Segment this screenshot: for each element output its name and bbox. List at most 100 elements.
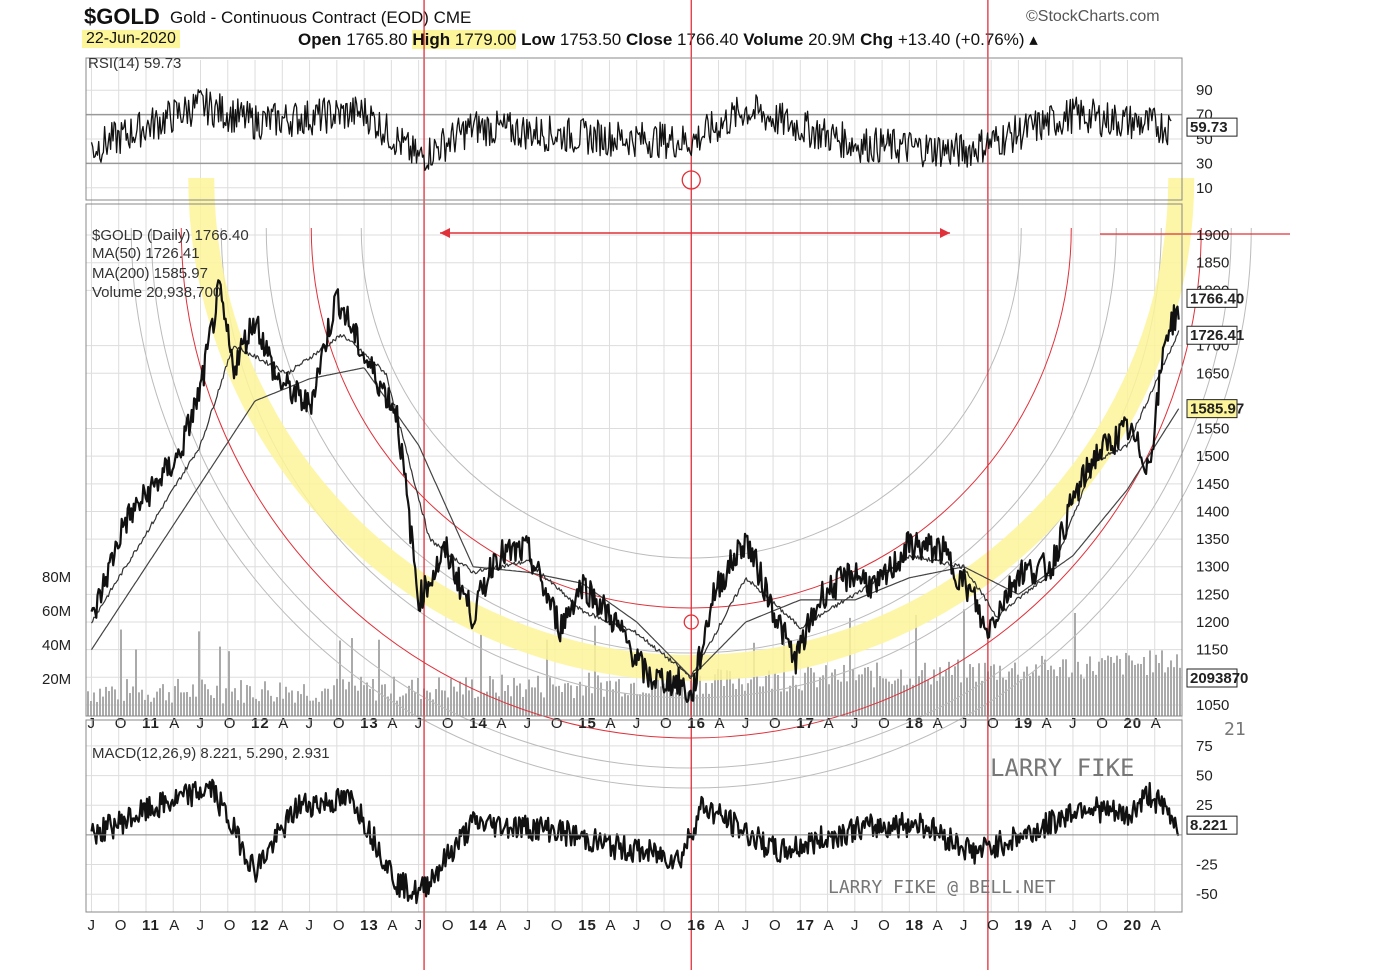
y-tick-label: -25: [1196, 857, 1218, 874]
x-tick-label: O: [551, 917, 564, 934]
x-tick-label: 11: [142, 917, 160, 934]
x-tick-label: A: [824, 917, 835, 934]
x-tick-label: A: [496, 917, 507, 934]
x-tick-label: 15: [578, 917, 597, 934]
y-tick-label: 90: [1196, 82, 1213, 99]
x-tick-label: A: [387, 715, 398, 732]
x-tick-label: A: [1151, 917, 1162, 934]
x-tick-label: O: [442, 715, 455, 732]
x-tick-label: 16: [687, 715, 706, 732]
x-tick-label: J: [960, 917, 969, 934]
grid: [86, 60, 1183, 912]
y-tick-label: 1500: [1196, 448, 1229, 465]
x-tick-label: O: [660, 917, 673, 934]
x-tick-label: A: [1042, 715, 1053, 732]
y-tick-label: 1050: [1196, 697, 1229, 714]
x-tick-label: A: [496, 715, 507, 732]
y-tick-label: 50: [1196, 768, 1213, 785]
x-tick-label: J: [1069, 715, 1078, 732]
email-annotation: LARRY FIKE @ BELL.NET: [828, 877, 1056, 898]
ma200-value-tag: 1585.97: [1190, 401, 1244, 418]
x-axis-labels: J O 11 A J O 12 A J O 13 A J O 14 A J O 15 A J O 16 A J O 17 A J O 18 A…: [87, 715, 1162, 934]
x-tick-label: J: [197, 715, 206, 732]
y-tick-label: 1400: [1196, 503, 1229, 520]
x-tick-label: 14: [469, 715, 488, 732]
x-tick-label: A: [169, 715, 180, 732]
close-value-tag-box: [1186, 288, 1238, 308]
x-tick-label: O: [224, 715, 237, 732]
date-label: 22-Jun-2020: [82, 30, 180, 48]
rsi-value-tag: 59.73: [1190, 119, 1228, 136]
x-tick-label: J: [960, 715, 969, 732]
x-tick-label: A: [933, 715, 944, 732]
x-tick-label: J: [633, 917, 642, 934]
price-legend: $GOLD (Daily) 1766.40: [92, 227, 249, 244]
mark-21-annotation: 21: [1224, 719, 1246, 740]
x-tick-label: 13: [360, 917, 379, 934]
x-tick-label: O: [660, 715, 673, 732]
x-tick-label: O: [115, 917, 128, 934]
ma50-value-tag: 1726.41: [1190, 327, 1244, 344]
x-tick-label: O: [878, 715, 891, 732]
x-tick-label: A: [1151, 715, 1162, 732]
panel-frame: [85, 203, 1183, 717]
arc-overlay: [131, 0, 1290, 970]
x-tick-label: 19: [1014, 715, 1033, 732]
price-line: [90, 279, 1180, 704]
x-tick-label: O: [442, 917, 455, 934]
x-tick-label: J: [742, 917, 751, 934]
value-tags: 59.73 1766.40 1726.41 1585.97 2093870 8.221: [1186, 117, 1248, 835]
x-tick-label: J: [851, 917, 860, 934]
open-value: 1765.80: [346, 30, 408, 49]
y-tick-label: 1650: [1196, 365, 1229, 382]
x-tick-label: J: [524, 917, 533, 934]
x-tick-label: J: [306, 917, 315, 934]
x-tick-label: A: [278, 715, 289, 732]
macd-value-tag-box: [1186, 815, 1238, 835]
ma50-value-tag-box: [1186, 325, 1238, 345]
x-tick-label: J: [415, 917, 424, 934]
x-tick-label: A: [715, 715, 726, 732]
volume-tick-label: 80M: [42, 569, 71, 586]
panel-frame: [85, 57, 1183, 201]
price-pivot-circle: [683, 614, 699, 630]
close-value: 1766.40: [677, 30, 739, 49]
x-tick-label: O: [878, 917, 891, 934]
x-tick-label: O: [333, 715, 346, 732]
chg-label: Chg: [860, 30, 894, 49]
arrowhead-left-red: [440, 228, 450, 238]
x-tick-label: J: [415, 715, 424, 732]
close-value-tag: 1766.40: [1190, 290, 1244, 307]
y-tick-label: 1250: [1196, 586, 1229, 603]
x-tick-label: O: [987, 917, 1000, 934]
y-tick-label: 1350: [1196, 531, 1229, 548]
x-tick-label: J: [87, 917, 96, 934]
x-tick-label: A: [1042, 917, 1053, 934]
x-tick-label: O: [551, 715, 564, 732]
series-lines: [86, 88, 1182, 905]
volume-tick-label: 60M: [42, 603, 71, 620]
y-tick-label: 1900: [1196, 227, 1229, 244]
x-tick-label: 18: [905, 917, 924, 934]
ma50-legend: MA(50) 1726.41: [92, 245, 200, 262]
x-tick-label: A: [605, 917, 616, 934]
x-tick-label: O: [1096, 715, 1109, 732]
x-tick-label: 20: [1123, 917, 1142, 934]
volume-label: Volume: [743, 30, 804, 49]
ma200-legend: MA(200) 1585.97: [92, 265, 208, 282]
author-annotation: LARRY FIKE: [990, 754, 1135, 782]
rsi-line: [90, 88, 1172, 172]
y-tick-label: 1450: [1196, 476, 1229, 493]
symbol-title: $GOLD: [84, 4, 160, 29]
x-tick-label: O: [224, 917, 237, 934]
volume-legend: Volume 20,938,700: [92, 284, 221, 301]
y-tick-label: 1850: [1196, 255, 1229, 272]
y-tick-label: 30: [1196, 155, 1213, 172]
y-tick-label: 10: [1196, 180, 1213, 197]
low-label: Low: [521, 30, 556, 49]
chg-value: +13.40 (+0.76%): [897, 30, 1025, 49]
y-tick-label: 1300: [1196, 559, 1229, 576]
y-tick-label: 25: [1196, 797, 1213, 814]
volume-bars: [87, 609, 1181, 716]
